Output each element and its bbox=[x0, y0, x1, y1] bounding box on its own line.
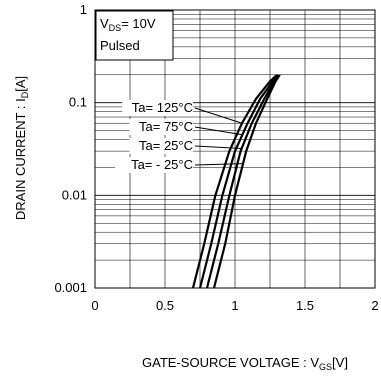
pulsed-condition: Pulsed bbox=[100, 38, 140, 53]
legend-label-bg bbox=[115, 157, 193, 173]
legend-leader-line bbox=[194, 163, 244, 166]
y-tick-label: 0.01 bbox=[62, 187, 87, 202]
x-tick-label: 1.5 bbox=[296, 298, 314, 313]
x-tick-label: 2 bbox=[371, 298, 378, 313]
legend-leader-line bbox=[194, 107, 243, 124]
y-tick-label: 0.1 bbox=[69, 95, 87, 110]
series-line bbox=[205, 74, 280, 289]
legend-label: Ta= - 25°C bbox=[131, 157, 193, 172]
y-tick-label: 0.001 bbox=[54, 280, 87, 295]
x-tick-label: 0.5 bbox=[156, 298, 174, 313]
series-line bbox=[212, 74, 281, 289]
legend: Ta= 125°C Ta= 75°C Ta= 25°C Ta= - 25°C bbox=[115, 100, 244, 173]
legend-label-bg bbox=[122, 100, 193, 116]
vds-condition: VDS= 10V bbox=[100, 16, 156, 33]
legend-label-bg bbox=[129, 119, 193, 135]
legend-label: Ta= 75°C bbox=[139, 119, 193, 134]
curves bbox=[191, 73, 281, 289]
x-tick-label: 1 bbox=[231, 298, 238, 313]
tick-labels: 0 0.5 1 1.5 2 0.001 0.01 0.1 1 bbox=[54, 2, 378, 313]
series-line bbox=[191, 73, 278, 289]
legend-label-bg bbox=[129, 138, 193, 154]
x-axis-title: GATE-SOURCE VOLTAGE : VGS[V] bbox=[142, 355, 348, 372]
conditions-box bbox=[95, 10, 174, 61]
plot-frame bbox=[94, 9, 376, 289]
y-tick-label: 1 bbox=[80, 2, 87, 17]
legend-leader-line bbox=[194, 126, 243, 136]
legend-leader-line bbox=[194, 145, 242, 150]
x-tick-label: 0 bbox=[91, 298, 98, 313]
legend-label: Ta= 25°C bbox=[139, 138, 193, 153]
legend-label: Ta= 125°C bbox=[132, 100, 193, 115]
y-axis-title: DRAIN CURRENT : ID[A] bbox=[13, 76, 30, 220]
series-line bbox=[198, 74, 280, 289]
